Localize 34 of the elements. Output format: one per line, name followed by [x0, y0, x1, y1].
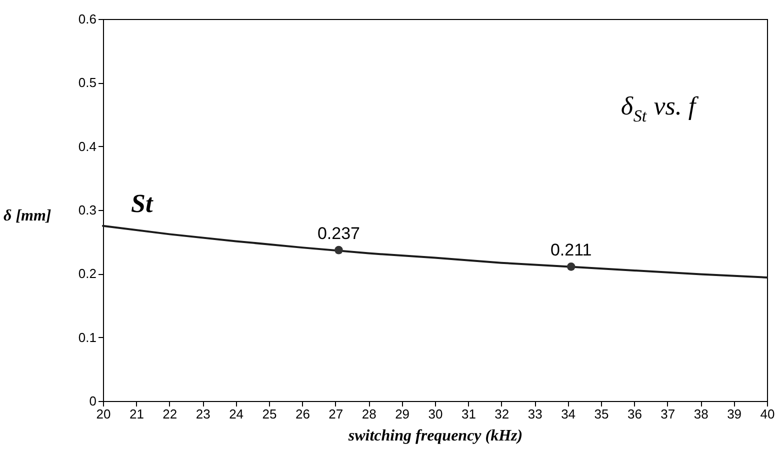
y-tick-label: 0.5 — [78, 75, 96, 90]
x-tick-label: 29 — [395, 406, 410, 422]
x-tick-label: 23 — [196, 406, 210, 422]
x-axis-title: switching frequency (kHz) — [347, 428, 523, 444]
x-tick-label: 35 — [594, 406, 609, 422]
y-tick-label: 0.1 — [78, 330, 96, 345]
x-tick-label: 34 — [561, 406, 576, 422]
data-label: 0.237 — [317, 224, 360, 244]
x-tick-label: 22 — [162, 406, 178, 422]
x-tick-label: 27 — [328, 406, 344, 422]
y-tick-label: 0.6 — [78, 12, 96, 26]
x-tick-label: 36 — [627, 406, 642, 422]
x-tick-label: 28 — [362, 406, 376, 422]
x-tick-label: 33 — [528, 406, 542, 422]
y-tick-label: 0 — [89, 394, 96, 408]
line-series — [102, 224, 768, 278]
x-tick-label: 30 — [428, 406, 443, 422]
x-tick-label: 31 — [461, 406, 476, 422]
x-tick-label: 39 — [727, 406, 742, 422]
x-tick-label: 25 — [262, 406, 277, 422]
x-tick-label: 20 — [96, 406, 111, 422]
x-tick-label: 24 — [229, 406, 244, 422]
data-label: 0.211 — [550, 240, 592, 260]
x-tick-label: 32 — [494, 406, 510, 422]
y-tick-label: 0.2 — [78, 266, 96, 282]
y-tick-label: 0.3 — [78, 202, 96, 218]
series-label: St — [131, 188, 154, 218]
y-axis-title: δ [mm] — [4, 208, 52, 224]
x-tick-label: 21 — [129, 406, 144, 422]
x-tick-label: 38 — [694, 406, 708, 422]
x-tick-label: 40 — [760, 406, 775, 422]
x-tick-label: 37 — [660, 406, 676, 422]
y-tick-label: 0.4 — [78, 138, 96, 154]
x-tick-label: 26 — [295, 406, 310, 422]
